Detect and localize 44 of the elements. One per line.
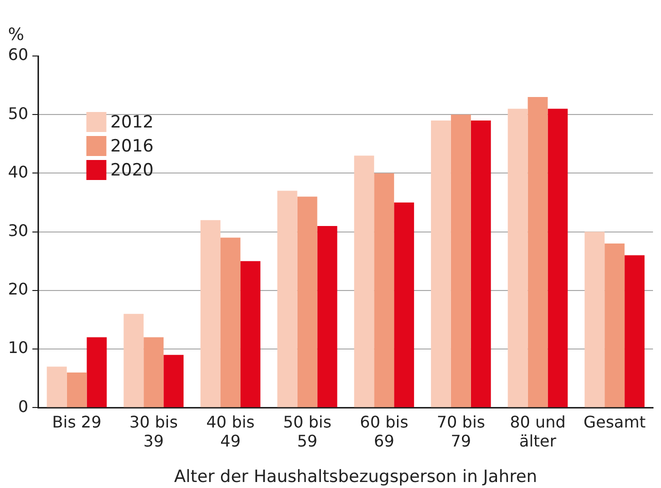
x-axis-title: Alter der Haushaltsbezugsperson in Jahren [174, 466, 538, 487]
bar [548, 108, 568, 408]
bar [86, 337, 107, 408]
y-tick-label: 10 [8, 338, 28, 358]
y-tick-label: 0 [18, 396, 28, 416]
x-tick-label: 50 bis 59 [283, 412, 332, 451]
bar [164, 354, 184, 408]
bar [470, 120, 491, 408]
bar [144, 337, 164, 408]
bar [297, 196, 318, 408]
x-tick-label: Bis 29 [52, 412, 102, 432]
x-tick-label: 70 bis 79 [436, 412, 486, 451]
bar [354, 156, 374, 408]
bar [240, 261, 260, 408]
y-tick-label: 40 [8, 162, 28, 182]
bar [624, 255, 645, 408]
legend-label: 2012 [110, 112, 154, 132]
x-tick-label: 80 und älter [510, 412, 566, 451]
bar [584, 232, 605, 408]
y-tick-label: 50 [8, 104, 28, 123]
bar [430, 120, 451, 408]
bar [277, 190, 298, 408]
x-tick-label: Gesamt [583, 412, 646, 432]
x-tick-label: 40 bis 49 [206, 412, 255, 451]
bar [317, 226, 338, 408]
legend-label: 2020 [110, 160, 154, 180]
y-tick-label: 30 [8, 220, 28, 240]
bar [200, 220, 220, 408]
bar [450, 114, 471, 408]
x-tick-label: 30 bis 39 [129, 412, 178, 451]
bar [374, 173, 394, 408]
bar [66, 372, 87, 408]
x-tick-label: 60 bis 69 [360, 412, 408, 451]
y-axis-title: % [8, 24, 24, 45]
y-tick-label: 60 [8, 45, 28, 64]
bar [46, 366, 67, 408]
bar [394, 202, 414, 408]
bar [528, 97, 548, 408]
bar [604, 244, 625, 408]
bar [220, 238, 240, 408]
bar [508, 108, 528, 408]
legend-label: 2016 [110, 136, 154, 156]
y-tick-label: 20 [8, 280, 28, 299]
bar [124, 314, 144, 408]
